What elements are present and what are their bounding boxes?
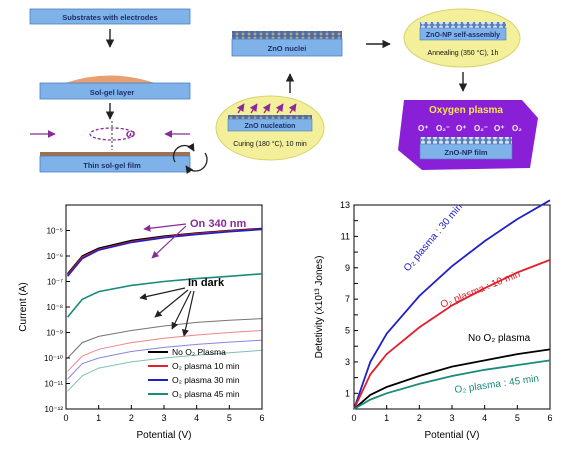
annealing-label: Annealing (350 °C), 1h (428, 49, 499, 57)
annotation-on-arrows (143, 223, 187, 259)
chart2-xtick-label: 2 (417, 413, 422, 423)
annotation-on-340nm: On 340 nm (190, 218, 246, 230)
nucleation-arrows (236, 103, 297, 114)
chart2-ytick-label: 9 (345, 263, 350, 273)
ion-1: O₂⁻ (436, 124, 450, 133)
label-10min: O₂ plasma : 10 min (439, 269, 522, 311)
chart2-line-3 (353, 359, 551, 410)
chart2-xtick-label: 3 (449, 413, 454, 423)
chart1-ytick-label: 10⁻¹¹ (45, 380, 64, 389)
step-zno-nuclei: ZnO nuclei (231, 31, 343, 57)
chart1-legend: No O₂ Plasma O₂ plasma 10 min O₂ plasma … (148, 347, 240, 399)
chart1-dark-line-1 (67, 330, 263, 372)
omega-label: ω (126, 128, 135, 140)
process-schematic: Substrates with electrodes Sol-gel layer… (29, 8, 538, 174)
chart1-xtick-label: 1 (96, 413, 101, 423)
chart1-xlabel: Potential (V) (136, 430, 191, 441)
chart2-xtick-label: 6 (547, 413, 552, 423)
chart1-xtick-label: 3 (161, 413, 166, 423)
chart2-xtick-label: 4 (482, 413, 487, 423)
chart2-ytick-label: 1 (345, 388, 350, 398)
ion-4: O⁺ (494, 124, 504, 133)
nucleation-label: ZnO nucleation (245, 123, 296, 130)
chart1-dark-line-3 (67, 349, 263, 392)
plasma-title: Oxygen plasma (429, 105, 503, 116)
chart2-x-ticks: 0 1 2 3 4 5 6 (351, 405, 553, 423)
selfassembly-label: ZnO-NP self-assembly (426, 32, 500, 39)
nuclei-label: ZnO nuclei (268, 44, 307, 53)
chart2-ytick-label: 11 (341, 231, 350, 241)
chart1-light-line-2 (66, 228, 263, 277)
step-substrate: Substrates with electrodes (29, 8, 191, 25)
chart1-ytick-label: 10⁻⁶ (47, 252, 63, 261)
chart1-xtick-label: 0 (63, 413, 68, 423)
chart1-ytick-label: 10⁻¹² (45, 405, 64, 414)
chart1-ytick-label: 10⁻⁹ (46, 329, 63, 338)
legend-30min: O₂ plasma 30 min (172, 375, 240, 385)
callout-nucleation: ZnO nucleation Curing (180 °C), 10 min (215, 95, 325, 161)
legend-10min: O₂ plasma 10 min (172, 361, 240, 371)
curing-label: Curing (180 °C), 10 min (233, 140, 307, 148)
legend-45min: O₂ plasma 45 min (172, 389, 240, 399)
chart1-ylabel: Current (A) (18, 282, 29, 331)
annotation-dark-arrows (139, 287, 195, 337)
chart1-ytick-label: 10⁻⁸ (47, 303, 64, 312)
callout-self-assembly: ZnO-NP self-assembly Annealing (350 °C),… (403, 8, 521, 68)
chart2-xtick-label: 1 (384, 413, 389, 423)
chart1-ytick-label: 10⁻¹⁰ (44, 354, 63, 363)
annotation-in-dark: In dark (188, 277, 225, 289)
chart1-xtick-label: 5 (227, 413, 232, 423)
chart1-xtick-label: 4 (194, 413, 199, 423)
chart1-ytick-label: 10⁻⁵ (47, 227, 63, 236)
label-no-plasma: No O₂ plasma (468, 333, 531, 344)
chart1-light-line-3 (66, 273, 263, 318)
chart2-ytick-label: 3 (345, 357, 350, 367)
chart2-xtick-label: 5 (515, 413, 520, 423)
step2-label: Sol-gel layer (90, 88, 135, 97)
chart1-xtick-label: 2 (129, 413, 134, 423)
step-solgel-layer: Sol-gel layer (39, 75, 191, 100)
ion-0: O⁺ (418, 124, 428, 133)
label-45min: O₂ plasma : 45 min (454, 373, 540, 396)
plasma-ions: O⁺ O₂⁻ O⁺ O₂⁻ O⁺ O₂ (418, 124, 522, 133)
chart1-xtick-label: 6 (259, 413, 264, 423)
chart2-ytick-label: 7 (345, 294, 350, 304)
chart2-xlabel: Potential (V) (424, 430, 479, 441)
chart2-lines (353, 199, 551, 410)
ion-3: O₂⁻ (474, 124, 488, 133)
ion-5: O₂ (512, 124, 522, 133)
chart1-dark-line-0 (67, 318, 263, 359)
step1-label: Substrates with electrodes (62, 13, 157, 22)
chart2-line-2 (353, 348, 551, 410)
chart2-xtick-label: 0 (351, 413, 356, 423)
legend-no-plasma: No O₂ Plasma (172, 347, 226, 357)
rotation-indicator (89, 127, 135, 141)
cycle-arrows-icon (172, 142, 208, 174)
step-spin-coat: ω Thin sol-gel film (30, 121, 191, 173)
ion-2: O⁺ (456, 124, 466, 133)
np-film-label: ZnO-NP film (444, 148, 488, 157)
chart2-ylabel: Detetivity (x10¹³ Jones) (314, 256, 325, 359)
chart2-ytick-label: 13 (340, 200, 350, 210)
chart1-y-ticks: 10⁻¹² 10⁻¹¹ 10⁻¹⁰ 10⁻⁹ 10⁻⁸ 10⁻⁷ 10⁻⁶ 10⁻⁵ (44, 227, 70, 414)
chart1-ytick-label: 10⁻⁷ (47, 278, 63, 287)
chart2-line-0 (353, 199, 551, 410)
chart1-x-ticks: 0 1 2 3 4 5 6 (63, 405, 265, 423)
chart1-lines (66, 227, 263, 392)
chart1-dark-line-2 (67, 339, 263, 380)
chart2-ytick-label: 5 (345, 326, 350, 336)
chart2-line-1 (353, 259, 551, 410)
step3-label: Thin sol-gel film (83, 161, 141, 170)
step-oxygen-plasma: Oxygen plasma O⁺ O₂⁻ O⁺ O₂⁻ O⁺ O₂ ZnO-NP… (398, 100, 538, 170)
